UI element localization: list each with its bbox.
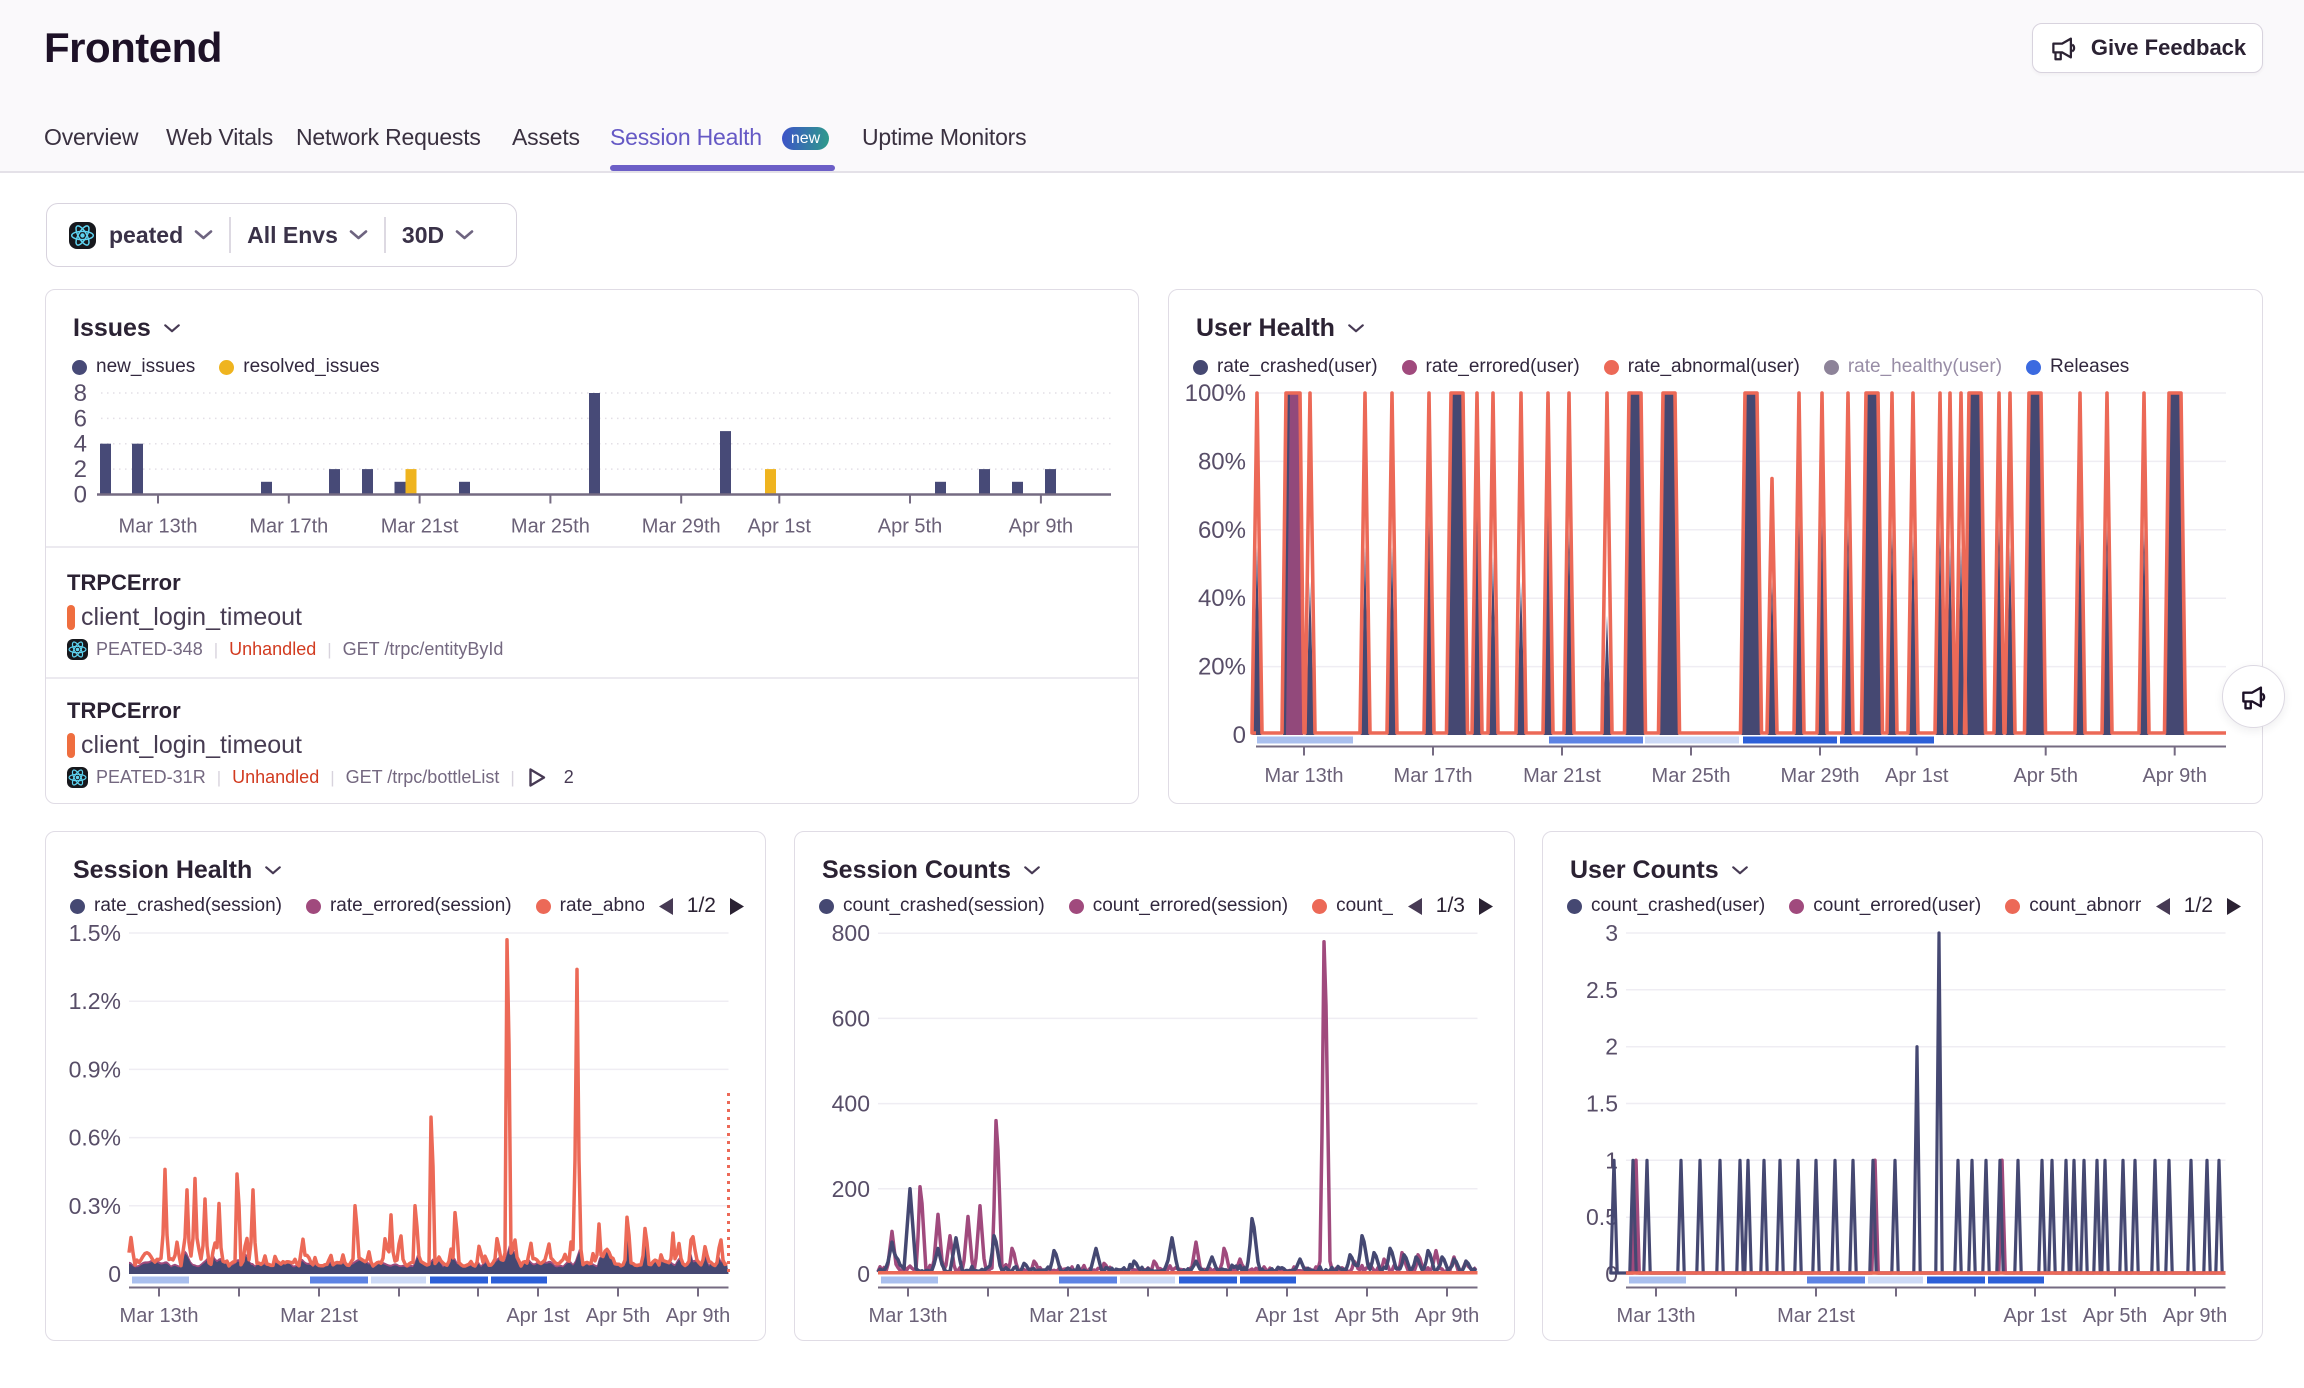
svg-text:100%: 100% [1185, 380, 1246, 407]
svg-text:Mar 17th: Mar 17th [249, 516, 328, 538]
svg-text:Mar 25th: Mar 25th [1652, 765, 1731, 787]
svg-text:3: 3 [1605, 920, 1618, 946]
svg-text:Apr 1st: Apr 1st [1255, 1305, 1319, 1327]
svg-text:8: 8 [74, 380, 87, 407]
svg-text:4: 4 [74, 431, 87, 458]
svg-text:Mar 13th: Mar 13th [1617, 1305, 1696, 1327]
svg-text:2.5: 2.5 [1586, 977, 1618, 1003]
svg-text:6: 6 [74, 405, 87, 432]
svg-text:1.2%: 1.2% [69, 988, 121, 1014]
svg-text:1.5: 1.5 [1586, 1090, 1618, 1116]
svg-text:0: 0 [1233, 722, 1246, 749]
svg-text:1.5%: 1.5% [69, 920, 121, 946]
svg-text:800: 800 [832, 920, 870, 946]
svg-text:Apr 9th: Apr 9th [1009, 516, 1073, 538]
svg-text:Apr 9th: Apr 9th [1415, 1305, 1479, 1327]
svg-text:Apr 5th: Apr 5th [878, 516, 942, 538]
svg-text:Apr 5th: Apr 5th [2083, 1305, 2147, 1327]
svg-text:Mar 25th: Mar 25th [511, 516, 590, 538]
svg-text:1: 1 [1605, 1147, 1618, 1173]
svg-text:0: 0 [108, 1261, 121, 1287]
svg-text:Apr 9th: Apr 9th [2163, 1305, 2227, 1327]
svg-text:0: 0 [857, 1261, 870, 1287]
svg-text:Mar 21st: Mar 21st [1523, 765, 1601, 787]
svg-text:Apr 9th: Apr 9th [2142, 765, 2206, 787]
svg-text:Mar 21st: Mar 21st [1777, 1305, 1855, 1327]
svg-text:600: 600 [832, 1005, 870, 1031]
svg-text:Apr 1st: Apr 1st [748, 516, 812, 538]
svg-text:Mar 29th: Mar 29th [642, 516, 721, 538]
svg-text:Mar 29th: Mar 29th [1781, 765, 1860, 787]
svg-text:Mar 13th: Mar 13th [1265, 765, 1344, 787]
svg-text:60%: 60% [1198, 517, 1246, 544]
svg-text:Mar 21st: Mar 21st [1029, 1305, 1107, 1327]
svg-text:0.9%: 0.9% [69, 1056, 121, 1082]
svg-text:Apr 5th: Apr 5th [586, 1305, 650, 1327]
svg-text:Apr 5th: Apr 5th [2013, 765, 2077, 787]
svg-text:Apr 9th: Apr 9th [666, 1305, 730, 1327]
svg-text:Apr 5th: Apr 5th [1335, 1305, 1399, 1327]
svg-text:80%: 80% [1198, 448, 1246, 475]
svg-text:Mar 13th: Mar 13th [120, 1305, 199, 1327]
svg-text:Mar 13th: Mar 13th [119, 516, 198, 538]
svg-text:400: 400 [832, 1091, 870, 1117]
svg-text:2: 2 [1605, 1034, 1618, 1060]
svg-text:0: 0 [74, 482, 87, 509]
svg-text:Apr 1st: Apr 1st [2003, 1305, 2067, 1327]
svg-text:40%: 40% [1198, 585, 1246, 612]
svg-text:0.6%: 0.6% [69, 1125, 121, 1151]
svg-text:20%: 20% [1198, 654, 1246, 681]
svg-text:Mar 17th: Mar 17th [1394, 765, 1473, 787]
svg-text:200: 200 [832, 1176, 870, 1202]
svg-text:Apr 1st: Apr 1st [506, 1305, 570, 1327]
svg-text:0.3%: 0.3% [69, 1193, 121, 1219]
svg-text:Mar 21st: Mar 21st [280, 1305, 358, 1327]
svg-text:2: 2 [74, 456, 87, 483]
svg-text:Mar 13th: Mar 13th [869, 1305, 948, 1327]
svg-text:Mar 21st: Mar 21st [381, 516, 459, 538]
svg-text:Apr 1st: Apr 1st [1885, 765, 1949, 787]
